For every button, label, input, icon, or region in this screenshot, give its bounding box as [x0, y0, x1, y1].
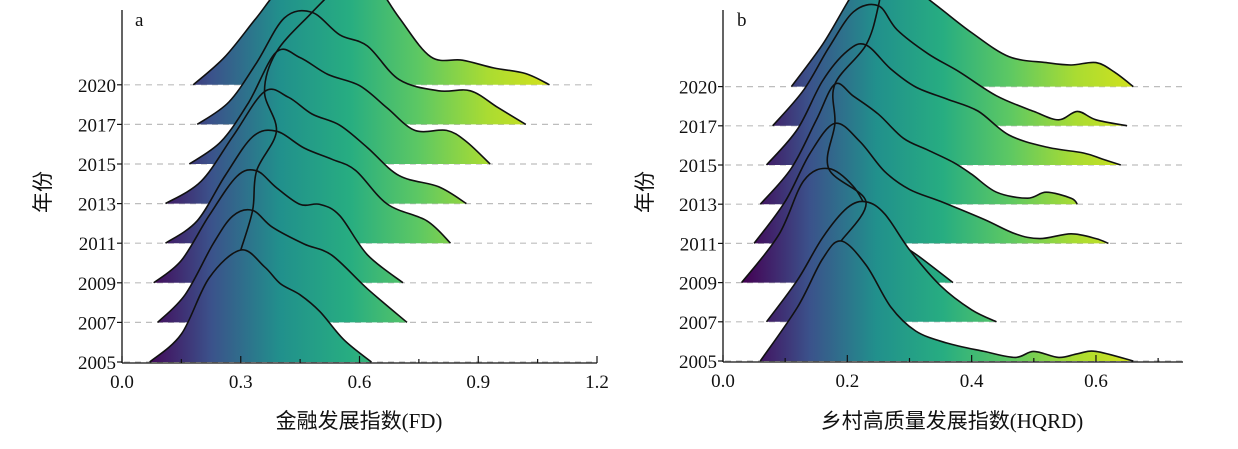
year-label-2017: 2017: [78, 115, 116, 136]
ridge-outline-2007: [157, 208, 408, 324]
ridge-outline-2009: [153, 168, 404, 284]
year-label-2009: 2009: [78, 274, 116, 295]
year-label-2013: 2013: [78, 195, 116, 216]
mode-trend-line: [240, 0, 326, 251]
year-label-2007: 2007: [679, 313, 717, 334]
year-labels: 2005 2007 2009 2011 2013 2015 2017 2020: [78, 76, 116, 374]
x-tick-labels: 0.0 0.3 0.6 0.9 1.2: [110, 372, 609, 393]
ridge-outline-2020: [192, 0, 550, 86]
year-label-2015: 2015: [679, 156, 717, 177]
x-tick-label: 0.2: [835, 371, 859, 392]
ridge-fill-2005: [760, 240, 1134, 361]
ridge-outline-2013: [759, 82, 1078, 205]
x-tick-label: 0.9: [466, 372, 490, 393]
ridge-outline-2005: [759, 240, 1134, 362]
x-axis-title: 乡村高质量发展指数(HQRD): [821, 409, 1084, 433]
ridge-outline-2011: [165, 129, 452, 244]
mode-trend-line: [826, 0, 881, 242]
axes: [718, 10, 1183, 363]
x-axis-title: 金融发展指数(FD): [276, 409, 443, 433]
mode-trend-arrow: [826, 0, 881, 242]
year-label-2011: 2011: [79, 234, 116, 255]
panel-label: b: [737, 10, 747, 31]
x-tick-label: 0.0: [711, 371, 735, 392]
x-tick-label: 0.6: [348, 372, 372, 393]
density-ridges: [740, 0, 1134, 362]
x-tick-labels: 0.0 0.2 0.4 0.6: [711, 371, 1108, 392]
x-tick-label: 0.3: [229, 372, 253, 393]
x-tick-label: 0.0: [110, 372, 134, 393]
ridge-outline-2005: [149, 249, 372, 363]
ridge-outline-2009: [740, 167, 954, 284]
mode-trend-arrow: [240, 0, 326, 251]
year-label-2005: 2005: [679, 352, 717, 373]
ridge-outline-2011: [753, 122, 1109, 245]
density-ridges: [149, 0, 550, 363]
ridge-outline-2013: [165, 88, 467, 205]
year-label-2007: 2007: [78, 313, 116, 334]
x-tick-label: 0.4: [960, 371, 984, 392]
x-tick-label: 1.2: [585, 372, 609, 393]
year-label-2015: 2015: [78, 155, 116, 176]
ridge-outline-2017: [196, 9, 527, 126]
year-label-2005: 2005: [78, 353, 116, 374]
year-label-2011: 2011: [680, 234, 717, 255]
ridge-fill-2005: [149, 249, 372, 362]
year-label-2017: 2017: [679, 117, 717, 138]
ridge-outline-2015: [188, 48, 491, 165]
ridge-outline-2015: [765, 43, 1122, 166]
year-labels: 2005 2007 2009 2011 2013 2015 2017 2020: [679, 78, 717, 373]
y-axis-title: 年份: [633, 171, 657, 213]
year-label-2020: 2020: [78, 76, 116, 97]
year-label-2020: 2020: [679, 78, 717, 99]
axes: [117, 10, 598, 364]
ridge-outline-2017: [772, 3, 1128, 127]
ridge-outline-2007: [765, 200, 997, 323]
year-label-2009: 2009: [679, 274, 717, 295]
year-label-2013: 2013: [679, 195, 717, 216]
ridge-outline-2020: [790, 0, 1134, 88]
panel-label: a: [135, 10, 144, 31]
x-tick-label: 0.6: [1084, 371, 1108, 392]
y-axis-title: 年份: [31, 171, 55, 213]
